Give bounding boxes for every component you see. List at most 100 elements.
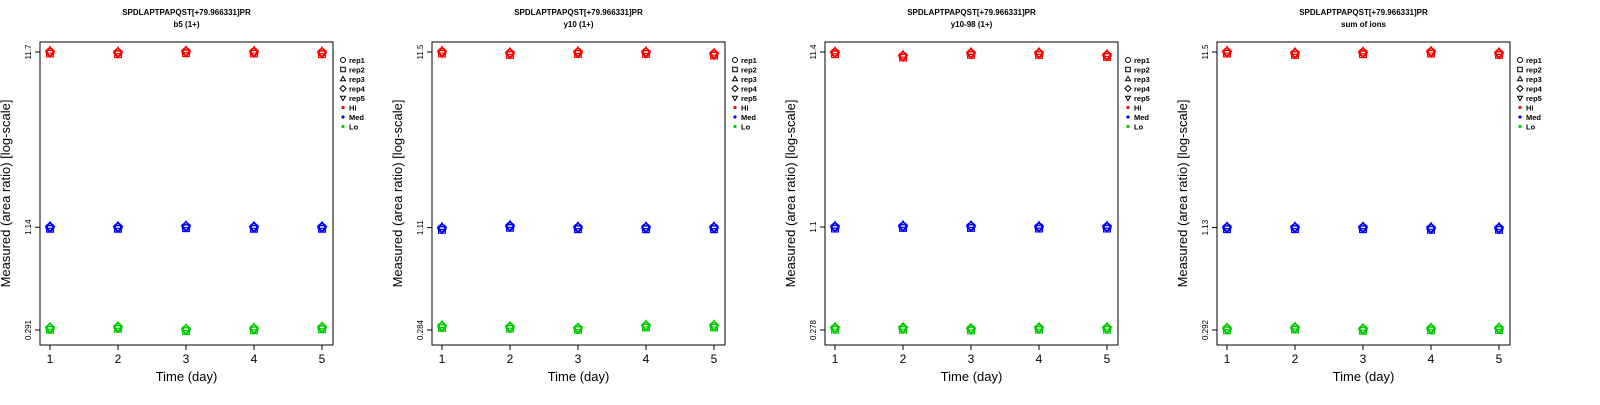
data-point-med-rep5	[1358, 225, 1368, 234]
y-tick-label: 11.7	[24, 44, 33, 60]
data-point-lo-rep3	[317, 321, 327, 330]
legend-symbol-hi	[733, 105, 737, 110]
legend-label-rep4: rep4	[741, 85, 758, 94]
legend-label-rep2: rep2	[741, 66, 757, 75]
data-point-lo-rep5	[437, 324, 447, 333]
data-point-lo-rep5	[317, 325, 327, 334]
data-point-med-rep3	[1034, 220, 1044, 229]
chart-subtitle: y10 (1+)	[563, 20, 593, 29]
data-point-hi-rep5	[709, 51, 719, 61]
data-point-hi-rep3	[437, 45, 447, 54]
data-point-lo-rep5	[966, 326, 976, 336]
legend-label-hi: Hi	[1134, 104, 1142, 113]
data-point-med-rep3	[1222, 220, 1232, 230]
data-point-med-rep5	[317, 225, 327, 234]
data-point-lo-rep5	[1222, 326, 1232, 335]
data-point-med-rep3	[249, 220, 259, 229]
data-point-med-rep5	[830, 224, 840, 234]
legend-symbol-rep3	[1124, 75, 1132, 82]
data-point-med-rep3	[898, 219, 908, 229]
data-point-lo-rep5	[181, 327, 191, 336]
legend-label-hi: Hi	[349, 104, 357, 113]
data-point-lo-rep3	[45, 321, 55, 330]
legend-symbol-rep4	[731, 84, 739, 93]
plot-frame	[431, 41, 726, 346]
legend-label-rep1: rep1	[741, 56, 757, 65]
data-point-hi-rep5	[317, 50, 327, 59]
data-point-hi-rep5	[181, 49, 191, 58]
legend-label-rep5: rep5	[741, 94, 757, 103]
data-point-lo-rep5	[1290, 325, 1300, 335]
y-tick-label: 11.4	[809, 44, 818, 60]
data-point-med-rep3	[113, 220, 123, 229]
data-point-med-rep5	[249, 225, 259, 234]
data-point-med-rep5	[709, 225, 719, 234]
x-axis-label: Time (day)	[548, 369, 610, 384]
legend-symbol-rep3	[1516, 75, 1524, 82]
x-tick-label: 4	[643, 352, 650, 366]
data-point-med-rep3	[641, 221, 651, 230]
legend-symbol-hi	[1518, 105, 1522, 110]
x-tick-label: 4	[1428, 352, 1435, 366]
data-point-lo-rep3	[830, 321, 840, 330]
legend-label-rep2: rep2	[1134, 66, 1150, 75]
data-point-hi-rep3	[966, 46, 976, 55]
chart-title: SPDLAPTPAPQST[+79.966331]PR	[122, 8, 251, 17]
data-point-hi-rep5	[641, 50, 651, 59]
legend-symbol-hi	[1126, 105, 1130, 110]
legend-label-rep1: rep1	[1526, 56, 1542, 65]
legend-label-med: Med	[349, 113, 364, 122]
data-point-lo-rep3	[249, 322, 259, 331]
data-point-med-rep5	[1494, 226, 1504, 235]
legend-symbol-lo	[1518, 124, 1522, 129]
data-point-med-rep3	[1102, 220, 1112, 229]
data-point-hi-rep3	[641, 45, 651, 54]
legend-symbol-rep5	[1516, 95, 1524, 102]
data-point-med-rep5	[1034, 224, 1044, 234]
legend-symbol-rep4	[1124, 84, 1132, 93]
data-point-lo-rep5	[1426, 326, 1436, 335]
data-point-hi-rep5	[1358, 50, 1368, 59]
data-point-hi-rep3	[1034, 46, 1044, 55]
legend-symbol-rep1	[1517, 57, 1523, 63]
x-tick-label: 2	[900, 352, 907, 366]
x-tick-label: 3	[968, 352, 975, 366]
data-point-med-rep3	[830, 220, 840, 229]
legend-label-rep3: rep3	[1134, 75, 1150, 84]
data-point-hi-rep3	[709, 47, 719, 56]
x-tick-label: 3	[183, 352, 190, 366]
legend-symbol-rep3	[339, 75, 347, 82]
legend-label-rep2: rep2	[1526, 66, 1542, 75]
data-point-med-rep3	[1358, 220, 1368, 230]
data-point-med-rep5	[505, 224, 515, 233]
legend-symbol-rep4	[339, 84, 347, 93]
data-point-hi-rep3	[1222, 45, 1232, 54]
data-point-med-rep5	[1222, 225, 1232, 234]
legend-label-lo: Lo	[349, 123, 359, 132]
legend-label-med: Med	[1134, 113, 1149, 122]
legend-label-rep1: rep1	[1134, 56, 1150, 65]
legend-label-med: Med	[741, 113, 756, 122]
data-point-lo-rep5	[45, 326, 55, 335]
legend-symbol-rep5	[339, 95, 347, 102]
data-point-med-rep5	[45, 225, 55, 234]
x-tick-label: 2	[115, 352, 122, 366]
chart-subtitle: b5 (1+)	[173, 20, 199, 29]
data-point-hi-rep5	[573, 50, 583, 59]
legend-label-hi: Hi	[1526, 104, 1534, 113]
data-point-hi-rep3	[573, 45, 583, 54]
data-point-lo-rep3	[437, 319, 447, 329]
data-point-lo-rep5	[1102, 325, 1112, 335]
data-point-hi-rep5	[1290, 51, 1300, 60]
data-point-lo-rep3	[505, 320, 515, 329]
data-point-hi-rep5	[830, 50, 840, 59]
x-tick-label: 1	[832, 352, 839, 366]
x-tick-label: 3	[575, 352, 582, 366]
legend-label-med: Med	[1526, 113, 1541, 122]
data-point-lo-rep3	[1102, 321, 1112, 330]
data-point-lo-rep3	[573, 321, 583, 331]
legend-symbol-rep1	[732, 57, 738, 63]
legend-symbol-rep2	[1517, 66, 1523, 73]
